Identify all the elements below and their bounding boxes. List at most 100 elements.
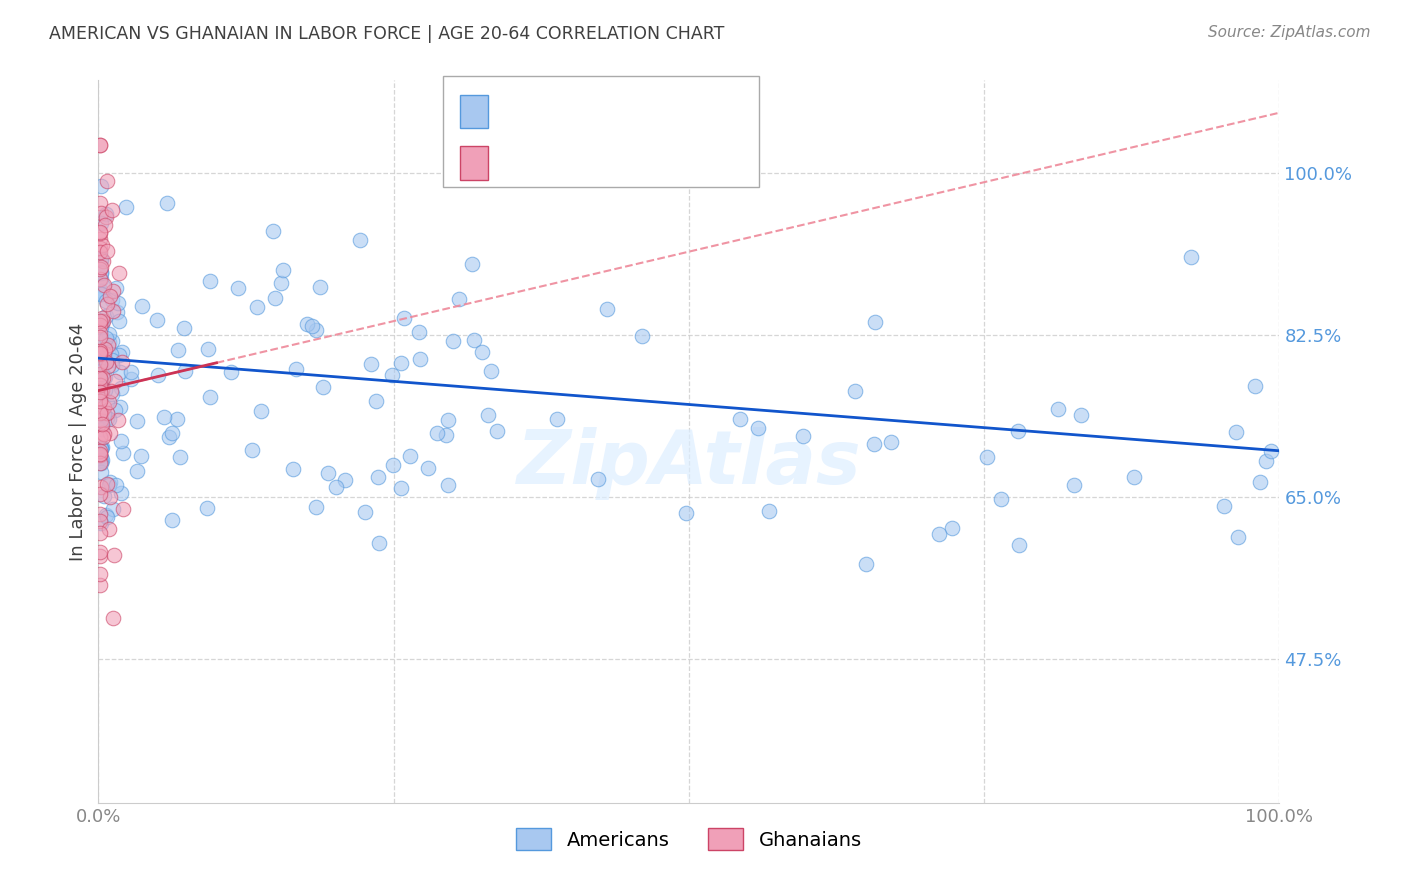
Point bbox=[97, 359, 120, 373]
Point bbox=[174, 364, 197, 378]
Point bbox=[166, 411, 188, 425]
Point bbox=[89, 525, 111, 540]
Point bbox=[308, 280, 330, 294]
Point bbox=[97, 395, 120, 409]
Point bbox=[90, 418, 112, 433]
Point bbox=[101, 501, 124, 516]
Point bbox=[1225, 425, 1247, 440]
Point bbox=[90, 206, 112, 220]
Point bbox=[349, 233, 371, 247]
Point bbox=[89, 391, 111, 405]
Point bbox=[98, 426, 121, 441]
Point bbox=[249, 404, 271, 418]
Point bbox=[263, 291, 285, 305]
Point bbox=[747, 421, 769, 435]
Legend: Americans, Ghanaians: Americans, Ghanaians bbox=[508, 820, 870, 858]
Point bbox=[89, 313, 111, 327]
Point bbox=[90, 314, 112, 328]
Point bbox=[1256, 453, 1278, 467]
Point bbox=[146, 368, 169, 382]
Point bbox=[90, 265, 112, 279]
Text: Source: ZipAtlas.com: Source: ZipAtlas.com bbox=[1208, 25, 1371, 40]
Point bbox=[93, 346, 115, 360]
Point bbox=[89, 272, 111, 286]
Point bbox=[200, 273, 222, 287]
Point bbox=[93, 401, 115, 415]
Point bbox=[100, 386, 122, 401]
Point bbox=[89, 377, 111, 392]
Point bbox=[481, 364, 503, 378]
Point bbox=[89, 370, 111, 384]
Point bbox=[437, 478, 460, 492]
Point bbox=[89, 393, 111, 408]
Text: AMERICAN VS GHANAIAN IN LABOR FORCE | AGE 20-64 CORRELATION CHART: AMERICAN VS GHANAIAN IN LABOR FORCE | AG… bbox=[49, 25, 724, 43]
Point bbox=[758, 504, 780, 518]
Point bbox=[312, 380, 335, 394]
Point bbox=[93, 278, 115, 293]
Point bbox=[90, 360, 112, 375]
Point bbox=[111, 355, 134, 369]
Point bbox=[156, 196, 179, 211]
Point bbox=[198, 390, 221, 404]
Point bbox=[1007, 538, 1029, 552]
Point bbox=[90, 388, 112, 402]
Point bbox=[89, 545, 111, 559]
Point bbox=[89, 138, 111, 153]
Point bbox=[301, 318, 323, 333]
Point bbox=[101, 284, 124, 298]
Point bbox=[101, 203, 124, 218]
Point bbox=[104, 477, 127, 491]
Point bbox=[96, 410, 118, 425]
Point bbox=[94, 218, 117, 232]
Point bbox=[89, 514, 111, 528]
Point bbox=[367, 470, 389, 484]
Point bbox=[90, 421, 112, 435]
Point bbox=[443, 334, 465, 348]
Point bbox=[98, 523, 121, 537]
Point bbox=[153, 409, 176, 424]
Point bbox=[98, 478, 121, 492]
Point bbox=[105, 305, 128, 319]
Point bbox=[90, 441, 112, 455]
Point bbox=[162, 425, 184, 440]
Point bbox=[381, 368, 404, 382]
Point bbox=[93, 407, 115, 421]
Point bbox=[89, 357, 111, 371]
Point bbox=[91, 453, 114, 467]
Point bbox=[90, 319, 112, 334]
Point bbox=[398, 449, 420, 463]
Point bbox=[111, 446, 134, 460]
Point bbox=[93, 426, 115, 441]
Point bbox=[1063, 478, 1085, 492]
Point bbox=[486, 424, 509, 438]
Point bbox=[90, 285, 112, 299]
Point bbox=[792, 429, 814, 443]
Point bbox=[94, 342, 117, 356]
Point bbox=[110, 381, 132, 395]
Point bbox=[97, 411, 120, 425]
Point bbox=[129, 449, 152, 463]
Point bbox=[90, 417, 112, 431]
Point bbox=[120, 365, 142, 379]
Point bbox=[90, 354, 112, 368]
Y-axis label: In Labor Force | Age 20-64: In Labor Force | Age 20-64 bbox=[69, 322, 87, 561]
Point bbox=[96, 476, 118, 491]
Point bbox=[1249, 475, 1271, 489]
Point bbox=[100, 347, 122, 361]
Text: ZipAtlas: ZipAtlas bbox=[516, 426, 862, 500]
Point bbox=[89, 226, 111, 240]
Point bbox=[104, 375, 127, 389]
Point bbox=[90, 413, 112, 427]
Point bbox=[97, 338, 120, 352]
Point bbox=[90, 441, 112, 455]
Point bbox=[246, 300, 269, 314]
Point bbox=[89, 196, 111, 211]
Point bbox=[100, 384, 122, 399]
Point bbox=[96, 355, 118, 369]
Point bbox=[127, 414, 149, 428]
Point bbox=[880, 435, 903, 450]
Point bbox=[108, 313, 131, 327]
Point bbox=[89, 507, 111, 521]
Point bbox=[167, 343, 190, 358]
Point bbox=[675, 506, 697, 520]
